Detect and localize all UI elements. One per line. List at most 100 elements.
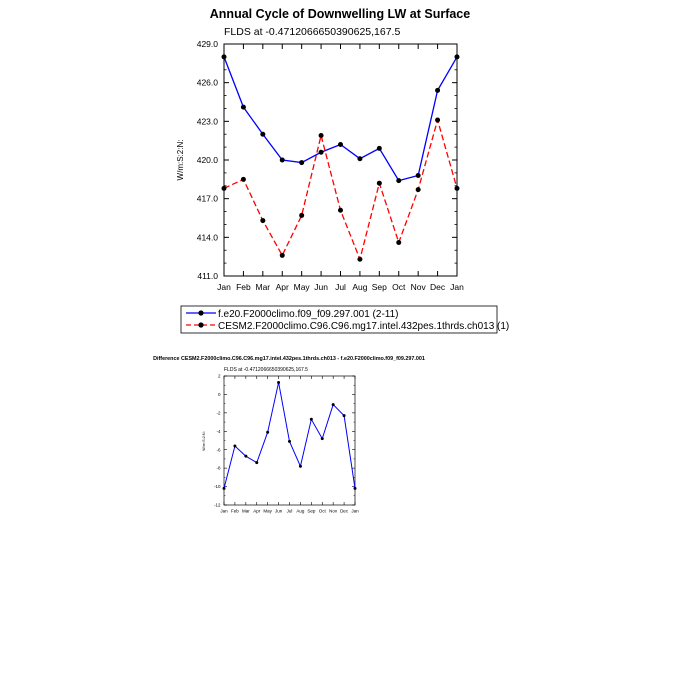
y-tick-label: 426.0 [197, 78, 219, 88]
x-tick-label: Aug [352, 282, 367, 292]
chart2-subtitle: FLDS at -0.4712066650390625,167.5 [224, 367, 308, 373]
chart2-ylabel: W/m:S:2:N: [202, 431, 206, 450]
chart2-series-lines [223, 382, 356, 489]
x-tick-label: Mar [242, 509, 250, 514]
series-0-point [415, 172, 421, 178]
chart2-series-points [222, 380, 357, 490]
difference-chart: Difference CESM2.F2000climo.C96.C96.mg17… [153, 356, 425, 514]
series-0-point [240, 104, 246, 110]
y-tick-label: -10 [214, 484, 221, 489]
series-0-point [255, 461, 259, 465]
x-tick-label: Jan [450, 282, 464, 292]
series-0-point [357, 156, 363, 162]
x-tick-label: Nov [411, 282, 427, 292]
series-1-point [396, 239, 402, 245]
series-0-point [260, 131, 266, 137]
y-tick-label: 417.0 [197, 194, 219, 204]
series-0-point [298, 464, 302, 468]
y-tick-label: 420.0 [197, 155, 219, 165]
x-tick-label: Apr [276, 282, 289, 292]
legend: f.e20.F2000climo.f09_f09.297.001 (2-11) … [180, 305, 509, 334]
y-tick-label: -4 [216, 429, 220, 434]
series-0-point [221, 54, 227, 60]
chart2-axis-ticks: Jan Feb Mar Apr May Jun Jul Aug Sep Oct Nov Dec Jan-… [214, 374, 359, 514]
x-tick-label: Feb [236, 282, 251, 292]
series-1-point [260, 218, 266, 224]
series-1-point [279, 252, 285, 258]
y-tick-label: 2 [218, 374, 221, 379]
x-tick-label: Mar [256, 282, 271, 292]
chart2-title: Difference CESM2.F2000climo.C96.C96.mg17… [153, 356, 425, 362]
series-0-point [318, 149, 324, 155]
series-1-point [454, 185, 460, 191]
series-0-point [396, 178, 402, 184]
x-tick-label: Oct [319, 509, 327, 514]
y-tick-label: 423.0 [197, 116, 219, 126]
chart1-series-lines [223, 56, 458, 262]
x-tick-label: Sep [307, 509, 316, 514]
series-0-point [279, 157, 285, 163]
y-tick-label: -2 [216, 410, 220, 415]
series-0-point [342, 414, 346, 418]
x-tick-label: May [294, 282, 311, 292]
x-tick-label: Jul [287, 509, 293, 514]
series-line-0 [223, 56, 458, 182]
series-0-point [288, 439, 291, 443]
x-tick-label: Nov [329, 509, 338, 514]
x-tick-label: Aug [296, 509, 305, 514]
series-0-point [222, 486, 226, 490]
series-1-point [338, 207, 343, 213]
y-tick-label: -12 [214, 503, 221, 508]
legend-marker-blue [198, 310, 204, 316]
x-tick-label: Jan [220, 509, 228, 514]
x-tick-label: Jul [335, 282, 346, 292]
series-1-point [357, 256, 363, 262]
series-1-point [435, 117, 441, 123]
x-tick-label: Dec [430, 282, 446, 292]
series-0-point [266, 430, 270, 434]
y-tick-label: 429.0 [197, 39, 219, 49]
series-1-point [221, 185, 227, 191]
legend-label-blue: f.e20.F2000climo.f09_f09.297.001 (2-11) [218, 309, 399, 320]
y-tick-label: 414.0 [197, 232, 219, 242]
series-line-0 [223, 382, 356, 489]
y-tick-label: -6 [216, 447, 220, 452]
series-1-point [240, 176, 246, 182]
series-0-point [435, 87, 441, 93]
chart1-axis-ticks: Jan Feb Mar Apr May Jun Jul Aug Sep Oct Nov Dec Jan4… [197, 39, 464, 292]
series-0-point [353, 486, 357, 490]
x-tick-label: Oct [392, 282, 406, 292]
y-tick-label: -8 [216, 466, 220, 471]
y-tick-label: 411.0 [197, 271, 218, 281]
series-1-point [299, 212, 305, 218]
x-tick-label: Jan [351, 509, 359, 514]
chart1-ylabel: W/m:S:2:N: [176, 140, 185, 181]
x-tick-label: Apr [253, 509, 261, 514]
x-tick-label: May [263, 509, 272, 514]
series-0-point [338, 142, 343, 148]
series-line-1 [223, 117, 458, 262]
x-tick-label: Dec [340, 509, 349, 514]
x-tick-label: Sep [372, 282, 387, 292]
series-1-point [318, 133, 324, 139]
annual-cycle-chart: Annual Cycle of Downwelling LW at Surfac… [176, 7, 470, 292]
chart1-title: Annual Cycle of Downwelling LW at Surfac… [210, 7, 470, 21]
x-tick-label: Jun [275, 509, 283, 514]
series-1-point [376, 180, 382, 186]
x-tick-label: Feb [231, 509, 239, 514]
series-0-point [244, 454, 248, 458]
series-0-point [299, 160, 305, 166]
legend-label-red: CESM2.F2000climo.C96.C96.mg17.intel.432p… [218, 321, 509, 332]
series-0-point [376, 145, 382, 151]
series-0-point [277, 380, 281, 384]
series-0-point [320, 437, 324, 441]
series-0-point [309, 417, 313, 421]
x-tick-label: Jun [314, 282, 328, 292]
legend-box [180, 305, 498, 334]
series-0-point [233, 444, 237, 448]
series-0-point [331, 403, 335, 407]
chart1-series-points [221, 54, 460, 262]
series-1-point [415, 187, 421, 193]
x-tick-label: Jan [217, 282, 231, 292]
